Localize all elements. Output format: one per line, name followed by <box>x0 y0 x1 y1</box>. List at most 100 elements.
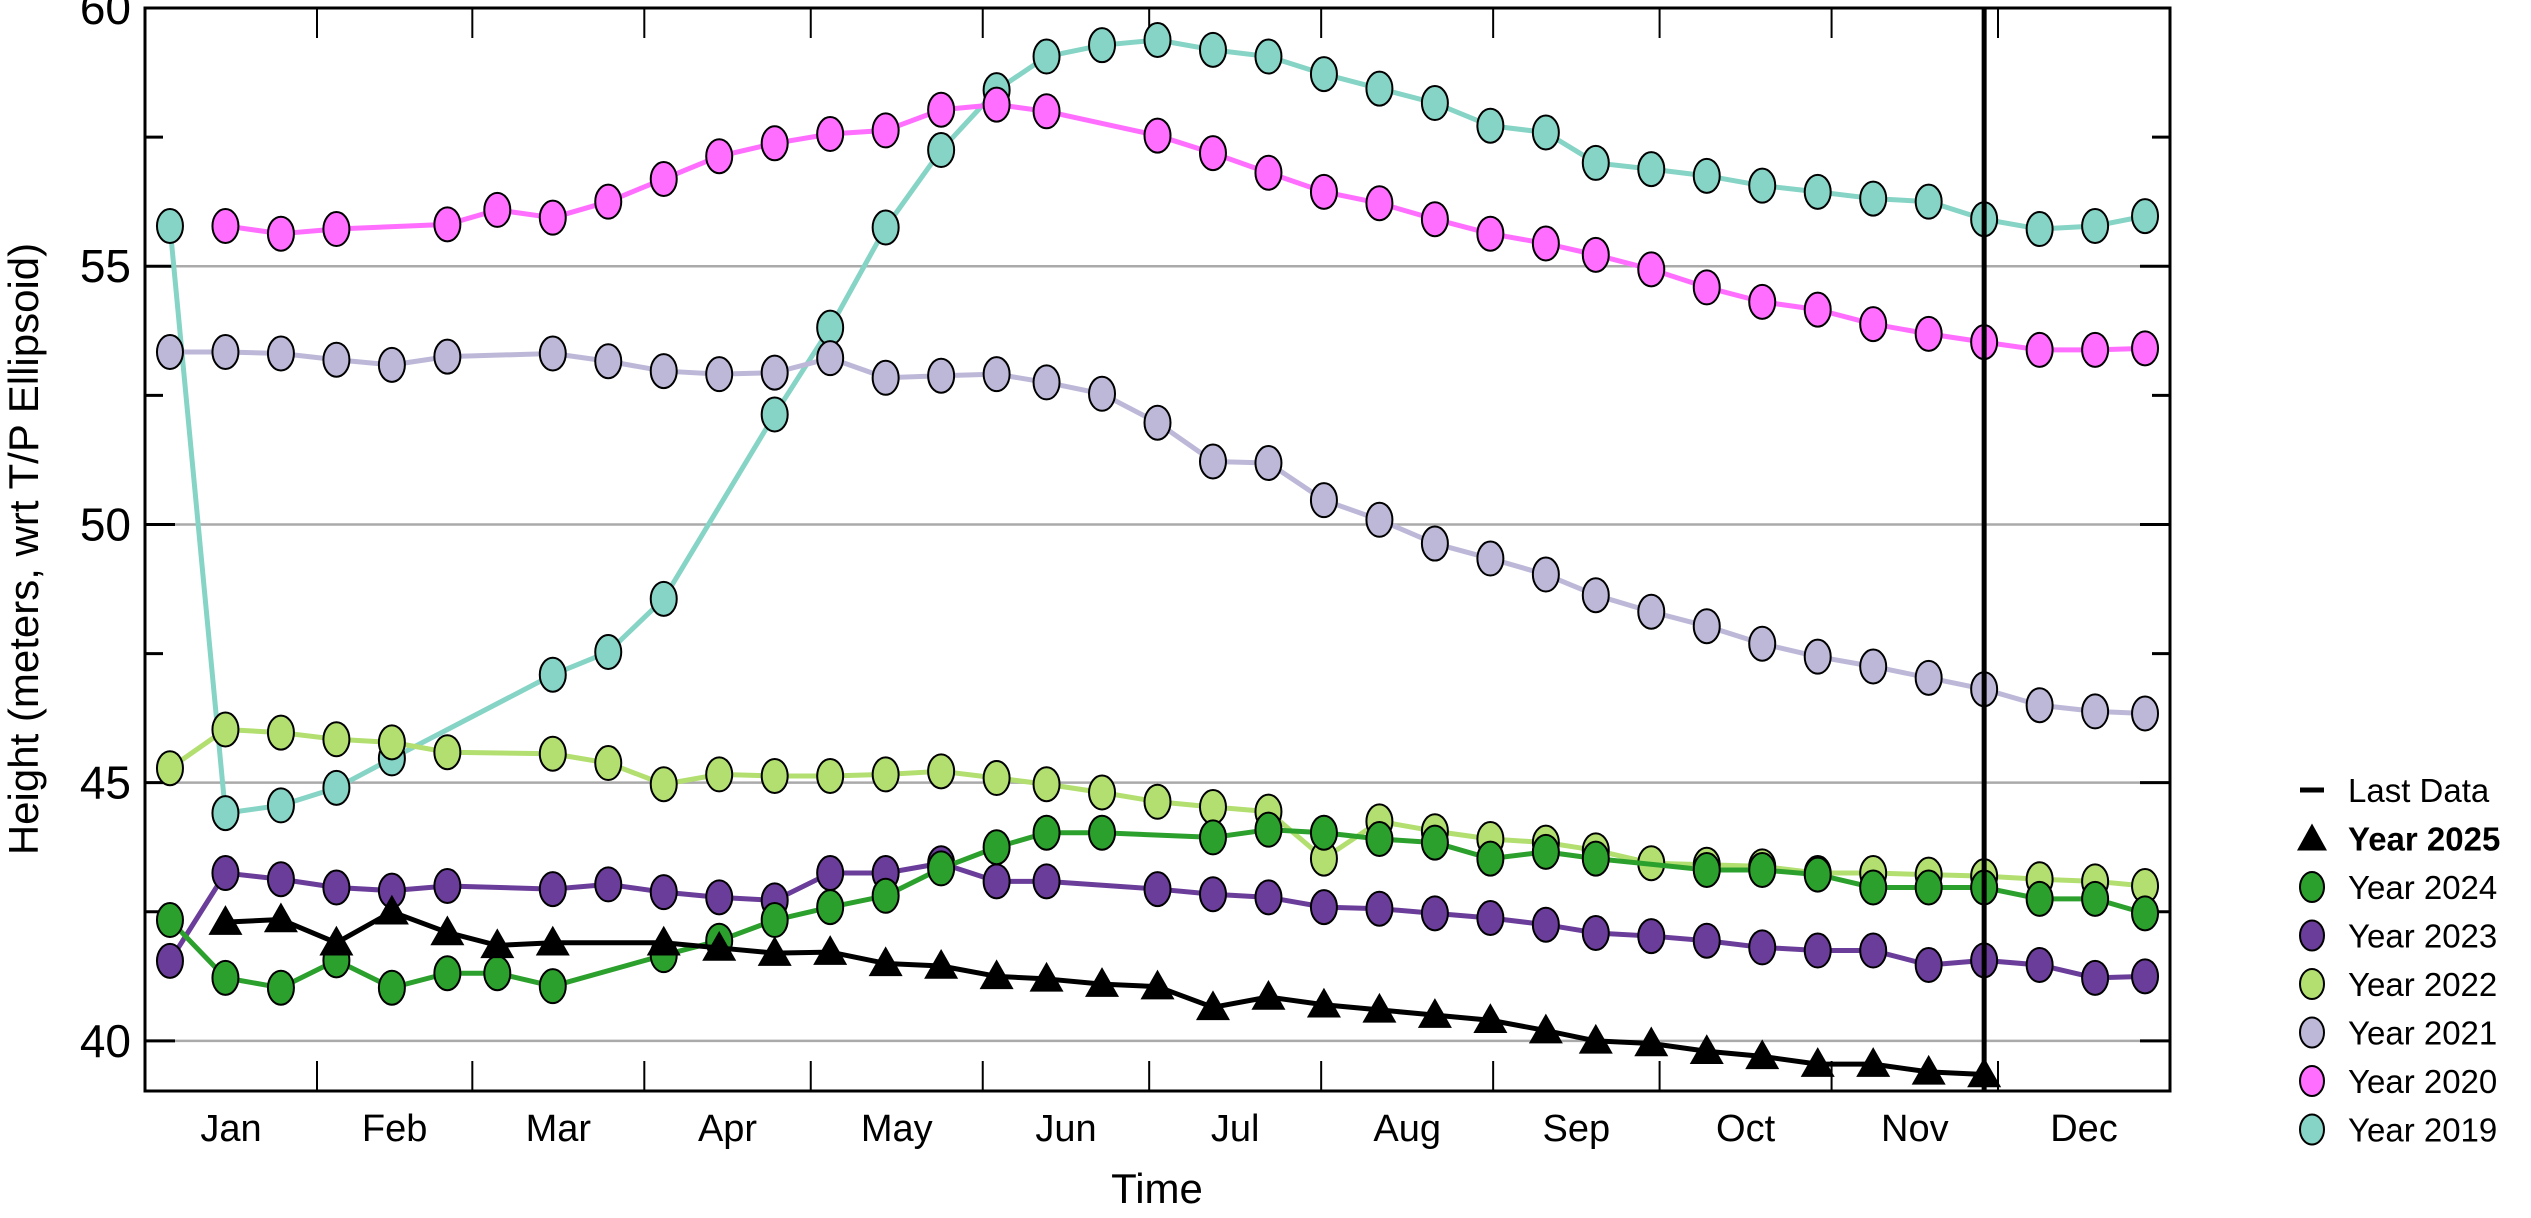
data-point <box>1637 593 1666 630</box>
y-axis-label: Height (meters, wrt T/P Ellipsoid) <box>0 243 47 855</box>
legend-item: Year 2025 <box>2297 821 2500 858</box>
data-point <box>1745 1039 1780 1070</box>
data-point <box>155 942 184 979</box>
data-point <box>322 211 351 248</box>
data-point <box>211 333 240 370</box>
data-point <box>480 928 515 959</box>
x-tick-label: Jul <box>1211 1108 1260 1150</box>
data-point <box>1531 225 1560 262</box>
x-tick-label: Aug <box>1373 1108 1441 1150</box>
data-point <box>1198 135 1227 172</box>
data-point <box>1531 114 1560 151</box>
data-point <box>1088 27 1117 64</box>
data-point <box>1637 918 1666 955</box>
data-point <box>1309 56 1338 93</box>
data-point <box>1803 638 1832 675</box>
data-point <box>979 959 1014 990</box>
x-tick-label: Nov <box>1881 1108 1949 1150</box>
data-point <box>982 829 1011 866</box>
data-point <box>1689 1034 1724 1064</box>
data-point <box>1914 869 1943 906</box>
data-point <box>594 745 623 782</box>
data-point <box>266 714 295 751</box>
data-point <box>705 756 734 793</box>
data-point <box>1914 659 1943 696</box>
data-point <box>535 925 570 956</box>
data-point <box>1859 180 1888 217</box>
legend-circle-icon <box>2299 1016 2325 1049</box>
data-point <box>760 396 789 433</box>
axis-ticks <box>145 6 2170 1091</box>
data-point <box>1309 889 1338 926</box>
y-tick-label: 60 <box>80 0 131 34</box>
data-point <box>1032 814 1061 851</box>
data-point <box>2025 946 2054 983</box>
data-point <box>1198 788 1227 825</box>
data-point <box>2025 880 2054 917</box>
data-point <box>760 125 789 162</box>
data-point <box>1365 501 1394 538</box>
data-point <box>2081 959 2110 996</box>
x-tick-label: Jun <box>1035 1108 1096 1150</box>
data-point <box>433 955 462 992</box>
series-line <box>167 37 2146 816</box>
data-point <box>1692 922 1721 959</box>
data-point <box>1420 525 1449 562</box>
data-point <box>927 132 956 169</box>
data-point <box>211 855 240 892</box>
data-point <box>871 359 900 396</box>
x-axis-label: Time <box>1111 1165 1203 1212</box>
data-point <box>319 925 354 956</box>
data-point <box>594 183 623 220</box>
data-point <box>322 769 351 806</box>
x-tick-label: Apr <box>698 1108 757 1150</box>
data-point <box>982 760 1011 797</box>
data-point <box>1581 577 1610 614</box>
legend-label: Year 2024 <box>2348 869 2497 906</box>
legend-label: Year 2023 <box>2348 918 2497 955</box>
data-point <box>2131 958 2160 995</box>
data-point <box>816 309 845 346</box>
data-point <box>1143 871 1172 908</box>
series-layer <box>155 22 2160 1088</box>
data-point <box>1692 608 1721 645</box>
data-point <box>1859 869 1888 906</box>
data-point <box>1365 70 1394 107</box>
data-point <box>322 721 351 758</box>
data-point <box>483 955 512 992</box>
data-point <box>1859 306 1888 343</box>
data-point <box>1748 851 1777 888</box>
data-point <box>1365 185 1394 222</box>
data-point <box>1859 648 1888 685</box>
data-point <box>211 959 240 996</box>
data-point <box>871 209 900 246</box>
data-point <box>1029 961 1064 992</box>
data-point <box>1748 283 1777 320</box>
data-point <box>816 116 845 153</box>
legend-circle-icon <box>2299 919 2325 952</box>
data-point <box>1309 173 1338 210</box>
legend-item: Year 2019 <box>2299 1112 2497 1149</box>
data-point <box>594 866 623 903</box>
data-point <box>266 969 295 1006</box>
data-point <box>1198 31 1227 68</box>
data-point <box>263 902 298 933</box>
data-point <box>927 91 956 128</box>
y-tick-labels: 40 45 50 55 60 <box>80 0 131 1067</box>
data-point <box>1143 783 1172 820</box>
data-point <box>1476 899 1505 936</box>
data-point <box>266 861 295 898</box>
grid-lines <box>145 264 2170 1043</box>
data-point <box>1085 967 1120 997</box>
legend-item: Year 2020 <box>2299 1063 2497 1100</box>
data-point <box>1637 251 1666 288</box>
data-point <box>377 346 406 383</box>
legend-label: Year 2021 <box>2348 1015 2497 1052</box>
x-tick-label: Jan <box>200 1108 261 1150</box>
data-point <box>1254 811 1283 848</box>
data-point <box>1254 38 1283 75</box>
data-point <box>1088 814 1117 851</box>
data-point <box>1420 895 1449 932</box>
data-point <box>155 207 184 244</box>
